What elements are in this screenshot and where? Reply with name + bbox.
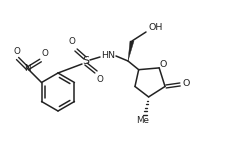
Text: O: O — [69, 38, 75, 46]
Text: O: O — [160, 60, 167, 69]
Text: O: O — [41, 49, 48, 58]
Text: HN: HN — [101, 51, 115, 60]
Text: OH: OH — [149, 22, 163, 32]
Text: S: S — [82, 56, 89, 66]
Text: O: O — [96, 75, 104, 84]
Polygon shape — [128, 41, 134, 61]
Text: Me: Me — [136, 116, 149, 125]
Text: O: O — [13, 47, 20, 56]
Text: N: N — [24, 64, 31, 73]
Text: O: O — [182, 79, 190, 88]
